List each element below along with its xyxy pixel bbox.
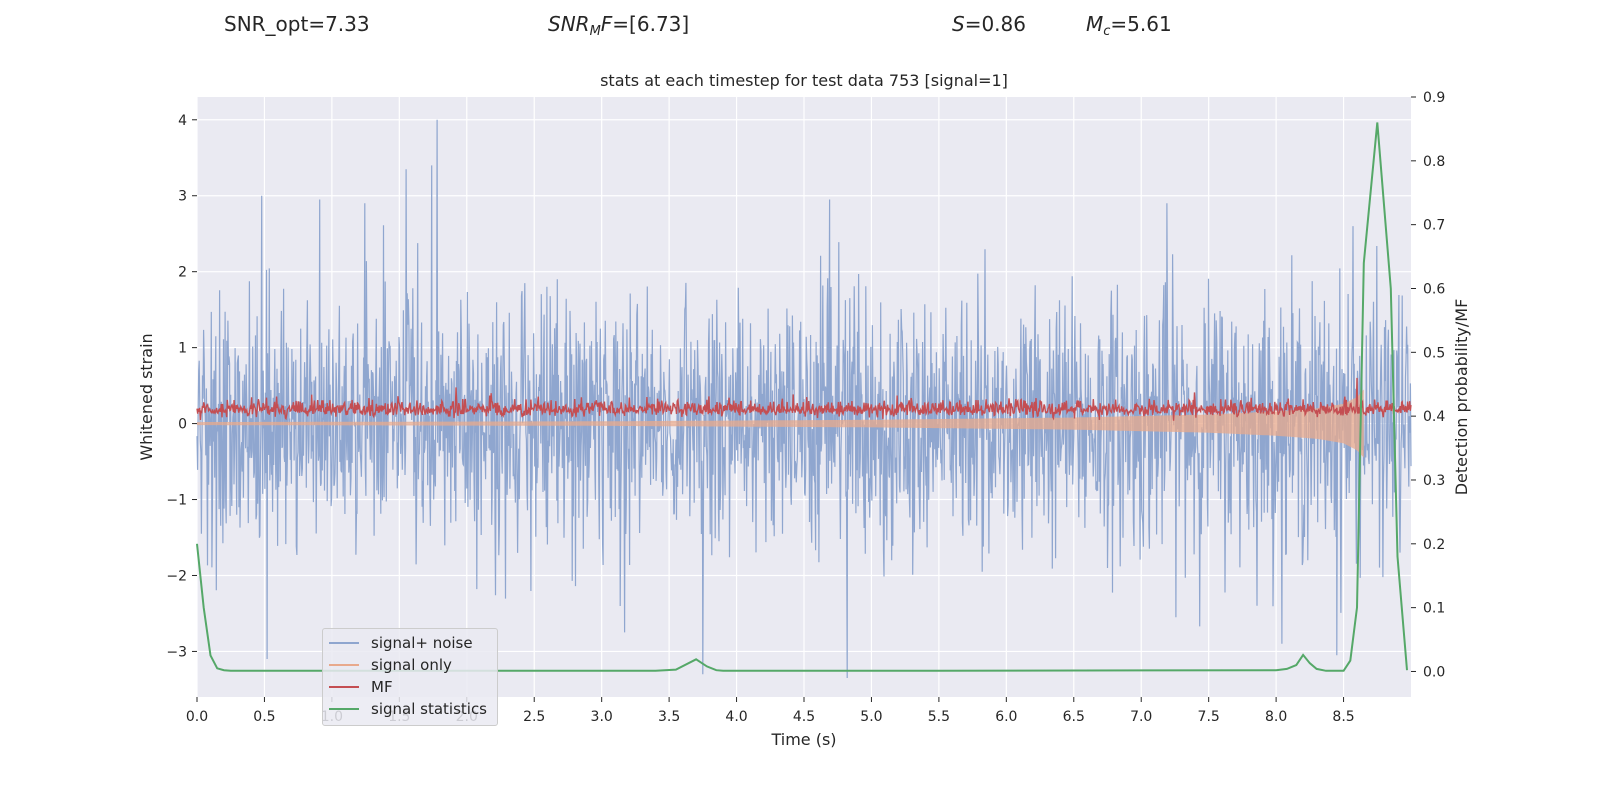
snr-mf-f: F bbox=[600, 12, 613, 36]
x-axis-label: Time (s) bbox=[770, 730, 836, 749]
y-tick-label: −3 bbox=[166, 644, 187, 660]
legend-item-signal-noise: signal+ noise bbox=[329, 632, 473, 654]
x-tick-label: 7.0 bbox=[1130, 709, 1152, 725]
x-tick-label: 7.5 bbox=[1198, 709, 1220, 725]
y2-tick-label: 0.8 bbox=[1423, 154, 1445, 170]
x-tick-label: 6.5 bbox=[1063, 709, 1085, 725]
y2-axis-label: Detection probability/MF bbox=[1452, 299, 1471, 496]
legend-item-signal-statistics: signal statistics bbox=[329, 698, 487, 720]
y-tick-label: −1 bbox=[166, 493, 187, 509]
x-tick-label: 5.0 bbox=[860, 709, 882, 725]
x-tick-label: 0.5 bbox=[253, 709, 275, 725]
series-signal-only bbox=[197, 389, 1364, 458]
y2-tick-label: 0.1 bbox=[1423, 601, 1445, 617]
y2-tick-label: 0.7 bbox=[1423, 218, 1445, 234]
snr-mf-subscript: M bbox=[589, 24, 601, 39]
x-tick-label: 8.5 bbox=[1332, 709, 1354, 725]
x-tick-label: 4.5 bbox=[793, 709, 815, 725]
chart-title: stats at each timestep for test data 753… bbox=[600, 71, 1008, 90]
y-tick-label: 3 bbox=[178, 189, 187, 205]
legend-swatch-signal-only bbox=[329, 664, 359, 666]
x-tick-label: 0.0 bbox=[186, 709, 208, 725]
x-tick-label: 3.0 bbox=[591, 709, 613, 725]
mc-subscript: c bbox=[1103, 24, 1111, 39]
axes: 0.00.51.01.52.02.53.03.54.04.55.05.56.06… bbox=[166, 90, 1445, 725]
mc-text: Mc=5.61 bbox=[1086, 12, 1172, 39]
x-tick-label: 4.0 bbox=[725, 709, 747, 725]
legend-item-signal-only: signal only bbox=[329, 654, 452, 676]
y-tick-label: −2 bbox=[166, 568, 187, 584]
legend-label-signal-only: signal only bbox=[371, 656, 452, 674]
y-tick-label: 4 bbox=[178, 113, 187, 129]
x-tick-label: 2.5 bbox=[523, 709, 545, 725]
y-tick-label: 2 bbox=[178, 265, 187, 281]
mc-value: =5.61 bbox=[1110, 12, 1172, 36]
legend-label-mf: MF bbox=[371, 678, 393, 696]
legend-swatch-mf bbox=[329, 686, 359, 688]
legend: signal+ noise signal only MF signal stat… bbox=[322, 628, 498, 726]
legend-item-mf: MF bbox=[329, 676, 393, 698]
mc-symbol: M bbox=[1086, 12, 1104, 36]
x-tick-label: 5.5 bbox=[928, 709, 950, 725]
snr-mf-symbol: SNR bbox=[548, 12, 590, 36]
y2-tick-label: 0.0 bbox=[1423, 664, 1445, 680]
y-tick-label: 0 bbox=[178, 417, 187, 433]
legend-label-signal-noise: signal+ noise bbox=[371, 634, 473, 652]
series-signal-noise bbox=[196, 119, 1412, 679]
data-layer bbox=[196, 119, 1412, 679]
y2-tick-label: 0.9 bbox=[1423, 90, 1445, 106]
legend-swatch-signal-noise bbox=[329, 642, 359, 644]
y2-tick-label: 0.6 bbox=[1423, 281, 1445, 297]
s-text: S=0.86 bbox=[952, 12, 1026, 36]
legend-label-signal-statistics: signal statistics bbox=[371, 700, 488, 718]
snr-mf-value: =[6.73] bbox=[612, 12, 690, 36]
y2-tick-label: 0.5 bbox=[1423, 345, 1445, 361]
s-value: =0.86 bbox=[964, 12, 1026, 36]
y2-tick-label: 0.2 bbox=[1423, 537, 1445, 553]
y2-tick-label: 0.3 bbox=[1423, 473, 1445, 489]
x-tick-label: 3.5 bbox=[658, 709, 680, 725]
header: SNR_opt=7.33 SNRMF=[6.73] S=0.86 Mc=5.61 bbox=[0, 0, 1600, 50]
y-tick-label: 1 bbox=[178, 341, 187, 357]
snr-mf-text: SNRMF=[6.73] bbox=[548, 12, 689, 39]
x-tick-label: 6.0 bbox=[995, 709, 1017, 725]
y-axis-label: Whitened strain bbox=[137, 333, 156, 460]
legend-swatch-signal-statistics bbox=[329, 708, 359, 710]
y2-tick-label: 0.4 bbox=[1423, 409, 1445, 425]
series-signal-statistics bbox=[196, 122, 1408, 672]
series-mf bbox=[196, 377, 1412, 421]
s-symbol: S bbox=[952, 12, 965, 36]
snr-opt-text: SNR_opt=7.33 bbox=[224, 12, 370, 36]
x-tick-label: 8.0 bbox=[1265, 709, 1287, 725]
